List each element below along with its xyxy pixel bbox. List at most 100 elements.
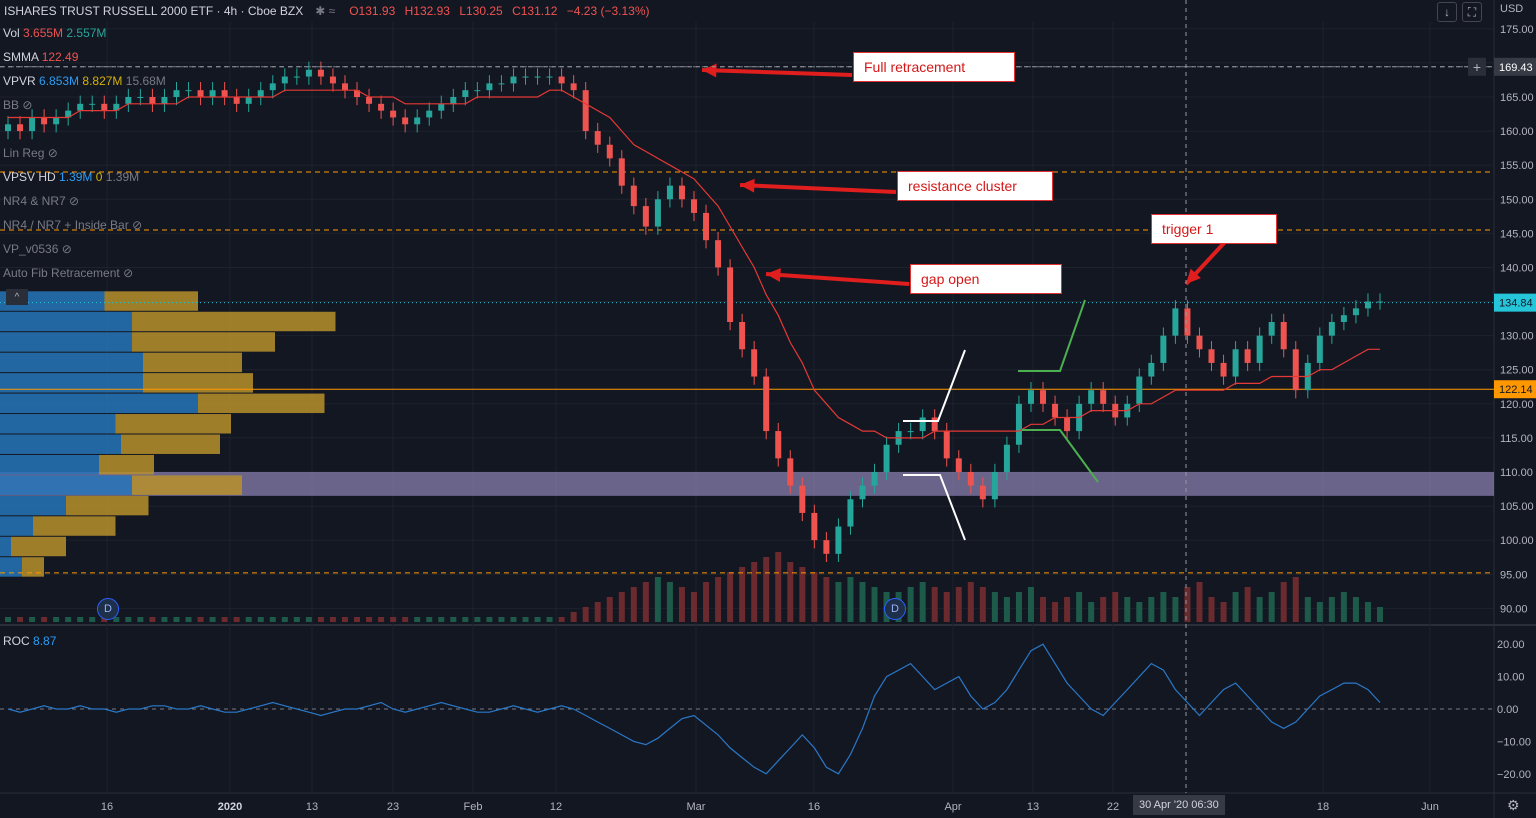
candle-body [305, 69, 312, 77]
candle-body [462, 90, 469, 97]
price-tick-label: 130.00 [1500, 331, 1534, 343]
price-tick-label: 110.00 [1500, 467, 1533, 479]
candle-body [245, 97, 252, 104]
indicator-nr-inside[interactable]: NR4 / NR7 + Inside Bar ⊘ [3, 218, 143, 232]
candle-body [281, 76, 288, 84]
candle-body [354, 90, 361, 97]
candle-body [498, 83, 505, 85]
candle-body [715, 240, 722, 268]
volume-bar [1136, 602, 1143, 622]
volume-bar [1196, 582, 1203, 622]
candle-body [474, 90, 481, 92]
candle-body [1340, 315, 1347, 322]
candle-body [991, 472, 998, 500]
volume-bar [77, 617, 84, 622]
volume-bar [341, 617, 348, 622]
drawing-trendline [903, 349, 966, 422]
volume-bar [125, 617, 132, 622]
candle-body [1377, 301, 1383, 303]
candle-body [823, 540, 830, 554]
candle-body [666, 185, 673, 200]
indicator-vol[interactable]: Vol 3.655M 2.557M [3, 26, 107, 40]
symbol-title[interactable]: ISHARES TRUST RUSSELL 2000 ETF · 4h · Cb… [4, 4, 304, 18]
candle-body [1292, 349, 1299, 391]
volume-bar [149, 617, 156, 622]
candle-body [1364, 301, 1371, 309]
candle-body [101, 103, 108, 111]
download-icon[interactable]: ↓ [1437, 2, 1457, 22]
annotation-trigger-1[interactable]: trigger 1 [1151, 214, 1277, 244]
time-tick-label: 12 [550, 801, 562, 813]
volume-profile-bar [33, 516, 116, 536]
volume-profile-bar [115, 414, 231, 434]
eye-off-icon[interactable]: ⊘ [61, 242, 72, 256]
price-tick-label: 105.00 [1500, 501, 1534, 513]
volume-bar [5, 617, 11, 622]
volume-bar [402, 617, 409, 622]
currency-label[interactable]: USD [1500, 3, 1524, 15]
eye-off-icon[interactable]: ⊘ [22, 98, 33, 112]
annotation-full-retracement[interactable]: Full retracement [853, 52, 1015, 82]
volume-bar [534, 617, 541, 622]
crosshair-price-tag [1494, 57, 1536, 76]
annotation-resistance-cluster[interactable]: resistance cluster [897, 171, 1053, 201]
indicator-smma[interactable]: SMMA 122.49 [3, 50, 79, 64]
indicator-vpvr[interactable]: VPVR 6.853M 8.827M 15.68M [3, 74, 166, 88]
collapse-legend-icon[interactable]: ^ [6, 289, 28, 305]
volume-bar [89, 617, 96, 622]
indicator-linreg[interactable]: Lin Reg ⊘ [3, 146, 58, 160]
volume-bar [269, 617, 276, 622]
candle-body [871, 472, 878, 486]
candle-body [41, 117, 48, 125]
volume-bar [366, 617, 373, 622]
volume-bar [823, 577, 830, 622]
candle-body [510, 76, 517, 84]
candle-body [654, 199, 661, 227]
volume-bar [209, 617, 216, 622]
high-value: H132.93 [404, 4, 450, 18]
annotation-gap-open[interactable]: gap open [910, 264, 1062, 294]
dividend-marker[interactable]: D [97, 598, 119, 620]
indicator-nr4nr7[interactable]: NR4 & NR7 ⊘ [3, 194, 80, 208]
drawing-trendline [1018, 299, 1086, 372]
volume-bar [1100, 597, 1107, 622]
indicator-autofib[interactable]: Auto Fib Retracement ⊘ [3, 266, 134, 280]
crosshair-price-tag-text: 169.43 [1499, 62, 1533, 74]
volume-bar [474, 617, 481, 622]
fullscreen-icon[interactable]: ⛶ [1462, 2, 1482, 22]
volume-bar [1328, 597, 1335, 622]
eye-off-icon[interactable]: ⊘ [123, 266, 134, 280]
volume-bar [41, 617, 48, 622]
indicator-vp[interactable]: VP_v0536 ⊘ [3, 242, 72, 256]
volume-bar [53, 617, 60, 622]
indicator-bb[interactable]: BB ⊘ [3, 98, 33, 112]
volume-bar [967, 582, 974, 622]
price-tick-label: 95.00 [1500, 569, 1528, 581]
indicator-vpsv[interactable]: VPSV HD 1.39M 0 1.39M [3, 170, 140, 184]
volume-profile-bar [143, 352, 242, 373]
indicator-roc[interactable]: ROC 8.87 [3, 634, 57, 648]
annotation-arrow [701, 68, 853, 77]
drawing-trendline [903, 474, 966, 541]
volume-bar [1088, 602, 1095, 622]
candle-body [642, 206, 649, 227]
price-tick-label: 140.00 [1500, 262, 1534, 274]
volume-profile-bar [0, 332, 132, 352]
settings-gear-icon[interactable]: ⚙ [1507, 797, 1520, 813]
visibility-toggle-icon[interactable]: ✱ ≈ [315, 4, 336, 18]
candle-body [751, 349, 758, 377]
change-value: −4.23 (−3.13%) [566, 4, 650, 18]
volume-profile-bar [0, 557, 22, 577]
dividend-marker[interactable]: D [884, 598, 906, 620]
candle-body [570, 83, 577, 91]
candle-body [727, 267, 734, 322]
eye-off-icon[interactable]: ⊘ [132, 218, 143, 232]
eye-off-icon[interactable]: ⊘ [47, 146, 58, 160]
volume-bar [414, 617, 421, 622]
candle-body [787, 458, 794, 486]
candle-body [943, 431, 950, 459]
candle-body [269, 83, 276, 91]
eye-off-icon[interactable]: ⊘ [69, 194, 80, 208]
volume-profile-bar [22, 557, 44, 577]
